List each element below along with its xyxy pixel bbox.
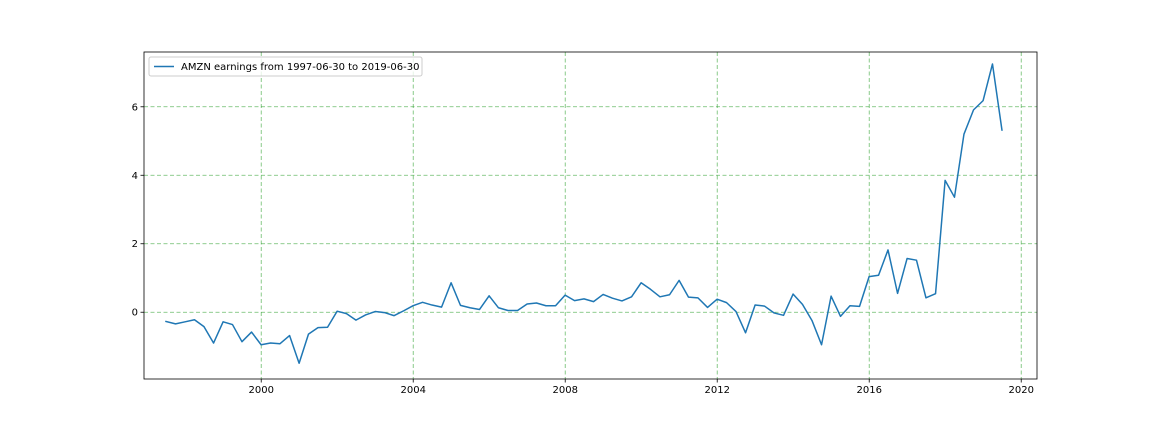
y-tick-label: 6: [132, 102, 138, 113]
series-layer: [165, 63, 1003, 364]
x-axis: 2000 2004 2008 2012 2016 2020: [248, 379, 1034, 396]
x-tick-label: 2008: [552, 385, 577, 396]
y-tick-label: 2: [132, 239, 138, 250]
x-tick-label: 2000: [248, 385, 273, 396]
y-tick-label: 0: [132, 308, 138, 319]
y-axis: 0 2 4 6: [132, 102, 144, 319]
legend-label: AMZN earnings from 1997-06-30 to 2019-06…: [181, 62, 419, 73]
y-tick-label: 4: [132, 171, 138, 182]
x-tick-label: 2016: [856, 385, 881, 396]
legend: AMZN earnings from 1997-06-30 to 2019-06…: [148, 56, 423, 77]
plot-area: [144, 52, 1037, 379]
legend-box: [148, 56, 423, 77]
x-tick-label: 2004: [400, 385, 425, 396]
x-tick-label: 2020: [1008, 385, 1033, 396]
series-line: [165, 63, 1003, 364]
grid-lines: [144, 52, 1037, 379]
plot-frame: [143, 51, 1038, 380]
x-tick-label: 2012: [704, 385, 729, 396]
